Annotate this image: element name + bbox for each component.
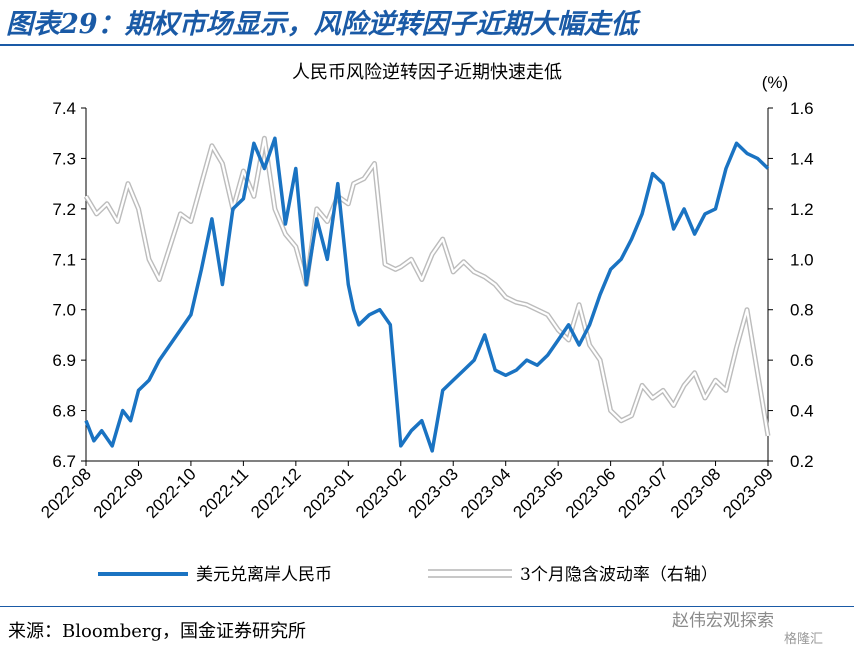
y-right-tick-label-0: 0.2 — [790, 452, 814, 471]
y-left-tick-label-5: 7.2 — [52, 200, 76, 219]
figure-title: 图表29：期权市场显示，风险逆转因子近期大幅走低 — [6, 9, 638, 40]
y-left-tick-label-2: 6.9 — [52, 351, 76, 370]
y-right-tick-label-3: 0.8 — [790, 301, 814, 320]
bottom-rule — [0, 606, 854, 607]
legend-label-usdcnh: 美元兑离岸人民币 — [196, 565, 332, 585]
watermark-secondary: 格隆汇 — [784, 632, 824, 647]
x-tick-label-8: 2023-04 — [457, 464, 515, 522]
y2-unit-label: (%) — [762, 73, 788, 92]
series-lines — [83, 135, 771, 453]
y-right-tick-label-7: 1.6 — [790, 99, 814, 118]
x-tick-label-4: 2022-12 — [247, 464, 305, 522]
y-right-tick-label-2: 0.6 — [790, 351, 814, 370]
y-right-tick-label-6: 1.4 — [790, 149, 814, 168]
source-note: 来源：Bloomberg，国金证券研究所 — [8, 621, 307, 642]
watermark-text: 赵伟宏观探索 — [672, 611, 774, 631]
x-tick-label-10: 2023-06 — [562, 464, 620, 522]
x-tick-label-5: 2023-01 — [300, 464, 358, 522]
y-left-tick-label-6: 7.3 — [52, 149, 76, 168]
chart: 人民币风险逆转因子近期快速走低 (%) 6.7 6.8 6.9 7.0 7.1 7.2 7.… — [37, 62, 814, 585]
x-tick-label-13: 2023-09 — [719, 464, 777, 522]
y-axis-left: 6.7 6.8 6.9 7.0 7.1 7.2 7.3 7.4 — [52, 99, 86, 471]
legend: 美元兑离岸人民币 3个月隐含波动率（右轴） — [98, 565, 718, 585]
y-right-tick-label-4: 1.0 — [790, 250, 814, 269]
x-tick-label-3: 2022-11 — [196, 464, 253, 521]
x-tick-label-0: 2022-08 — [37, 464, 95, 522]
y-left-tick-label-4: 7.1 — [52, 250, 76, 269]
title-rule — [0, 44, 854, 46]
y-axis-right: 0.2 0.4 0.6 0.8 1.0 1.2 1.4 1.6 — [768, 99, 814, 471]
x-tick-label-2: 2022-10 — [142, 464, 200, 522]
x-axis: 2022-082022-092022-102022-112022-122023-… — [37, 461, 777, 522]
x-tick-label-12: 2023-08 — [667, 464, 725, 522]
y-right-tick-label-1: 0.4 — [790, 402, 814, 421]
chart-title: 人民币风险逆转因子近期快速走低 — [292, 62, 562, 83]
y-left-tick-label-1: 6.8 — [52, 402, 76, 421]
x-tick-label-11: 2023-07 — [614, 464, 672, 522]
x-tick-label-9: 2023-05 — [509, 464, 567, 522]
x-tick-label-1: 2022-09 — [90, 464, 148, 522]
plot-frame — [85, 108, 769, 462]
x-tick-label-6: 2023-02 — [352, 464, 410, 522]
x-tick-label-7: 2023-03 — [405, 464, 463, 522]
series-usdcnh-line — [84, 136, 770, 453]
series-iv-line — [83, 135, 771, 437]
y-right-tick-label-5: 1.2 — [790, 200, 814, 219]
series-iv-inner — [85, 137, 770, 436]
y-left-tick-label-7: 7.4 — [52, 99, 76, 118]
y-left-tick-label-0: 6.7 — [52, 452, 76, 471]
legend-label-iv: 3个月隐含波动率（右轴） — [520, 565, 718, 585]
y-left-tick-label-3: 7.0 — [52, 301, 76, 320]
